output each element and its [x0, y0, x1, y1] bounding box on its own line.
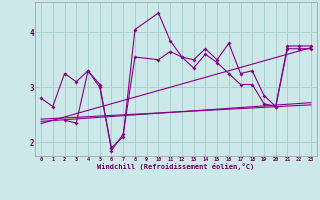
X-axis label: Windchill (Refroidissement éolien,°C): Windchill (Refroidissement éolien,°C) — [97, 163, 255, 170]
